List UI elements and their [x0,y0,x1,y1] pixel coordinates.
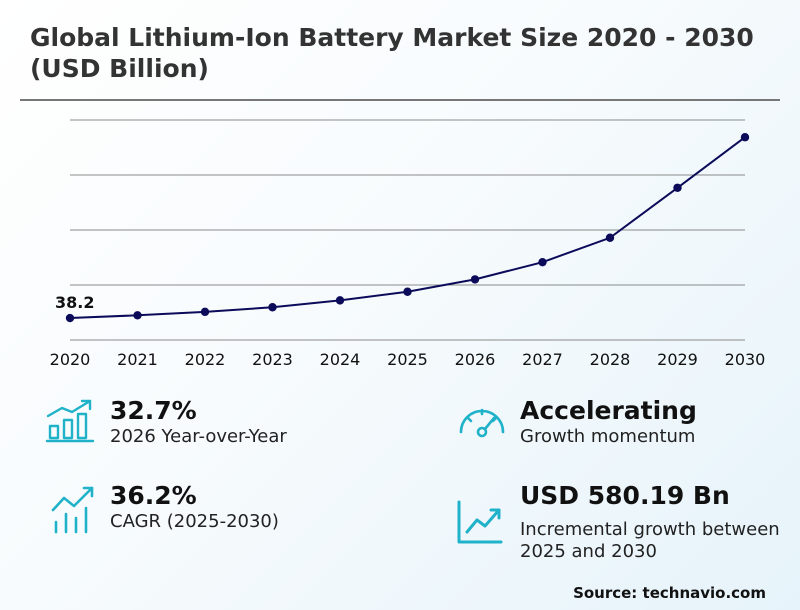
stat-incremental-label: Incremental growth between 2025 and 2030 [520,519,780,562]
stat-momentum-value: Accelerating [520,396,697,425]
title-divider [20,99,780,101]
data-point [470,275,480,284]
stat-yoy-label: 2026 Year-over-Year [110,426,287,447]
speedometer-icon [459,408,505,438]
bar-chart-growth-icon [45,399,95,443]
stat-momentum: Accelerating Growth momentum [520,396,697,448]
x-tick-label: 2027 [522,350,563,369]
stat-yoy-value: 32.7% [110,396,197,425]
source-credit: Source: technavio.com [573,584,766,602]
data-point [740,133,750,142]
chart-title: Global Lithium-Ion Battery Market Size 2… [30,23,754,83]
x-tick-label: 2029 [657,350,698,369]
line-chart: 2020 2021 2022 2023 2024 2025 2026 2027 2028 2029… [50,119,766,369]
data-point [133,311,142,320]
stat-cagr-value: 36.2% [110,481,197,510]
data-point [403,287,412,296]
x-tick-label: 2024 [320,350,361,369]
stat-cagr: 36.2% CAGR (2025-2030) [110,481,279,533]
data-point [605,233,615,242]
x-tick-label: 2030 [725,350,766,369]
data-point [200,307,210,317]
data-label: 38.2 [55,293,94,312]
stat-yoy: 32.7% 2026 Year-over-Year [110,396,287,448]
data-point [673,183,682,192]
x-tick-label: 2020 [50,350,91,369]
line-chart-icon [457,500,503,544]
data-point [268,303,277,312]
stat-cagr-label: CAGR (2025-2030) [110,511,279,532]
x-tick-label: 2023 [252,350,293,369]
x-tick-label: 2021 [117,350,158,369]
data-point [335,296,345,305]
stat-momentum-label: Growth momentum [520,426,696,447]
data-point [538,257,547,267]
data-point [65,313,75,323]
x-tick-label: 2025 [387,350,428,369]
x-tick-label: 2028 [590,350,631,369]
stat-incremental: USD 580.19 Bn Incremental growth between… [520,481,780,563]
stat-incremental-value: USD 580.19 Bn [520,481,730,510]
x-tick-label: 2022 [185,350,226,369]
trend-bars-icon [51,486,94,534]
x-tick-label: 2026 [455,350,496,369]
